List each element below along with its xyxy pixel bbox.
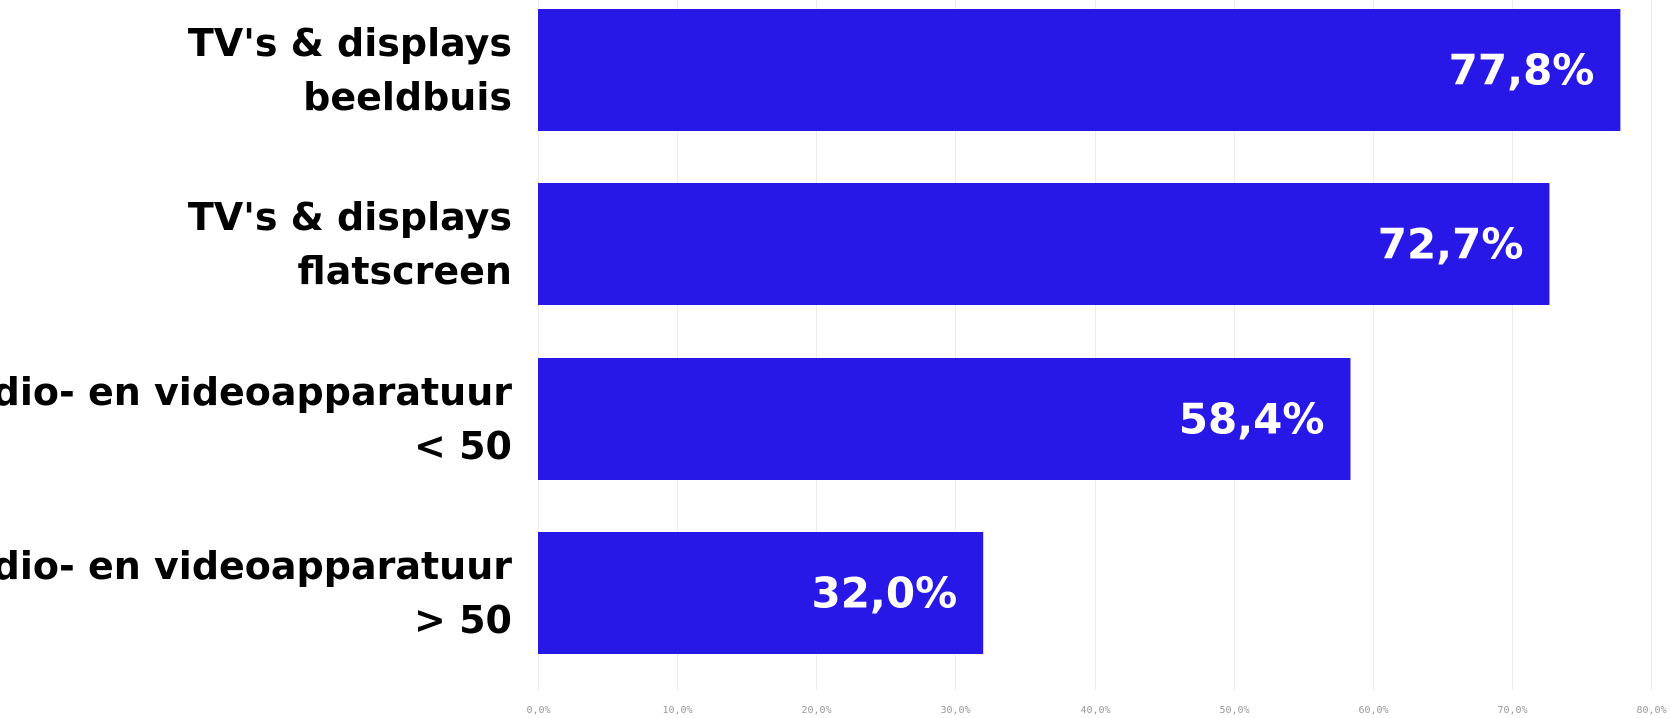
x-tick-label-1: 10,0% [662,705,692,716]
x-tick-label-3: 30,0% [940,705,970,716]
x-tick-label-0: 0,0% [526,705,550,716]
value-label-3: 32,0% [811,569,957,618]
x-tick-label-2: 20,0% [801,705,831,716]
category-labels: TV's & displays beeldbuis TV's & displays f… [0,21,512,642]
category-label-line: beeldbuis [303,75,512,119]
x-tick-label-5: 50,0% [1219,705,1249,716]
category-label-line: flatscreen [298,249,512,293]
value-labels: 77,8% 72,7% 58,4% 32,0% [811,46,1594,618]
bars [538,9,1621,654]
value-label-2: 58,4% [1179,395,1325,444]
category-label-0: TV's & displays beeldbuis [188,21,512,119]
x-tick-label-7: 70,0% [1497,705,1527,716]
x-tick-label-4: 40,0% [1080,705,1110,716]
category-label-line: TV's & displays [188,21,512,65]
value-label-0: 77,8% [1449,46,1595,95]
category-label-line: Audio- en videoapparatuur [0,370,512,414]
x-tick-label-6: 60,0% [1358,705,1388,716]
bar-3 [538,532,984,654]
category-label-2: Audio- en videoapparatuur < 50 [0,370,512,468]
category-label-line: Audio- en videoapparatuur [0,544,512,588]
bar-1 [538,183,1550,305]
category-label-3: Audio- en videoapparatuur > 50 [0,544,512,642]
category-label-line: < 50 [414,424,512,468]
bar-0 [538,9,1621,131]
x-axis-tick-labels: 0,0% 10,0% 20,0% 30,0% 40,0% 50,0% 60,0% 70,0% 8… [526,705,1666,716]
category-label-line: > 50 [414,598,512,642]
x-tick-label-8: 80,0% [1636,705,1666,716]
bar-2 [538,358,1351,480]
category-label-line: TV's & displays [188,195,512,239]
category-label-1: TV's & displays flatscreen [188,195,512,293]
value-label-1: 72,7% [1378,220,1524,269]
